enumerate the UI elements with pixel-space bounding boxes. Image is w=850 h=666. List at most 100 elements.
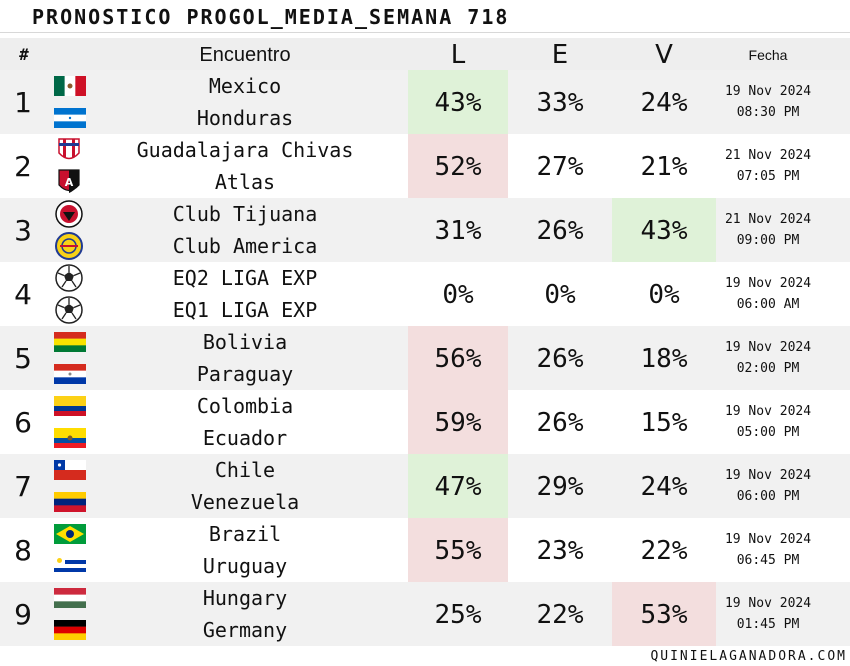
home-team: EQ2 LIGA EXP	[172, 266, 318, 290]
match-teams: Hungary Germany	[90, 582, 400, 646]
bolivia-flag-icon	[54, 332, 86, 353]
match-time: 08:30 PM	[736, 105, 800, 120]
match-date: 19 Nov 2024	[724, 84, 812, 99]
soccer-ball-icon	[54, 263, 84, 293]
match-datetime: 19 Nov 2024 06:45 PM	[716, 518, 820, 582]
match-number: 6	[14, 406, 32, 439]
match-datetime: 21 Nov 2024 07:05 PM	[716, 134, 820, 198]
visitor-percent: 53%	[612, 582, 716, 646]
match-teams: Brazil Uruguay	[90, 518, 400, 582]
team-icons	[52, 582, 88, 646]
paraguay-flag-icon	[54, 364, 86, 385]
visitor-percent: 18%	[640, 344, 688, 374]
match-time: 07:05 PM	[736, 169, 800, 184]
match-teams: Mexico Honduras	[90, 70, 400, 134]
local-percent: 59%	[408, 390, 508, 454]
venezuela-flag-icon	[54, 492, 86, 513]
match-time: 01:45 PM	[736, 617, 800, 632]
match-date: 19 Nov 2024	[724, 340, 812, 355]
match-datetime: 19 Nov 2024 02:00 PM	[716, 326, 820, 390]
table-row: 9 Hungary Germany 25% 22% 53% 19 Nov 202…	[0, 582, 850, 646]
table-row: 3 Club Tijuana Club America 31% 26% 43% …	[0, 198, 850, 262]
header-date: Fecha	[748, 47, 788, 63]
hungary-flag-icon	[54, 588, 86, 609]
match-time: 06:00 AM	[736, 297, 800, 312]
match-time: 09:00 PM	[736, 233, 800, 248]
tijuana-crest-icon	[54, 199, 84, 229]
chile-flag-icon	[54, 460, 86, 480]
draw-percent: 33%	[536, 88, 584, 118]
soccer-ball-icon	[54, 295, 84, 325]
brazil-flag-icon	[54, 524, 86, 544]
team-icons	[52, 454, 88, 518]
table-header: # Encuentro L E V Fecha	[0, 38, 850, 70]
svg-text:A: A	[65, 176, 74, 189]
match-number: 2	[14, 150, 32, 183]
away-team: Ecuador	[202, 426, 288, 450]
visitor-percent: 43%	[612, 198, 716, 262]
honduras-flag-icon	[54, 108, 86, 129]
draw-percent: 29%	[536, 472, 584, 502]
team-icons: A	[52, 134, 88, 198]
match-datetime: 19 Nov 2024 06:00 PM	[716, 454, 820, 518]
away-team: Uruguay	[202, 554, 288, 578]
table-body: 1 Mexico Honduras 43% 33% 24% 19 Nov 202…	[0, 70, 850, 646]
match-date: 19 Nov 2024	[724, 276, 812, 291]
table-row: 8 Brazil Uruguay 55% 23% 22% 19 Nov 2024…	[0, 518, 850, 582]
match-teams: Colombia Ecuador	[90, 390, 400, 454]
uruguay-flag-icon	[54, 556, 86, 577]
local-percent: 25%	[434, 600, 482, 630]
match-datetime: 19 Nov 2024 01:45 PM	[716, 582, 820, 646]
match-datetime: 19 Nov 2024 05:00 PM	[716, 390, 820, 454]
match-number: 4	[14, 278, 32, 311]
away-team: Germany	[202, 618, 288, 642]
match-teams: Chile Venezuela	[90, 454, 400, 518]
table-row: 5 Bolivia Paraguay 56% 26% 18% 19 Nov 20…	[0, 326, 850, 390]
match-number: 1	[14, 86, 32, 119]
header-number: #	[19, 45, 29, 64]
draw-percent: 0%	[544, 280, 576, 310]
table-row: 4 EQ2 LIGA EXP EQ1 LIGA EXP 0% 0% 0% 19 …	[0, 262, 850, 326]
home-team: Hungary	[202, 586, 288, 610]
away-team: Atlas	[214, 170, 276, 194]
home-team: Brazil	[208, 522, 282, 546]
home-team: Bolivia	[202, 330, 288, 354]
draw-percent: 27%	[536, 152, 584, 182]
home-team: Mexico	[208, 74, 282, 98]
match-date: 19 Nov 2024	[724, 404, 812, 419]
draw-percent: 26%	[536, 408, 584, 438]
mexico-flag-icon	[54, 76, 87, 96]
match-time: 02:00 PM	[736, 361, 800, 376]
table-row: 1 Mexico Honduras 43% 33% 24% 19 Nov 202…	[0, 70, 850, 134]
title-divider	[0, 32, 850, 33]
local-percent: 43%	[408, 70, 508, 134]
draw-percent: 26%	[536, 216, 584, 246]
site-watermark: QUINIELAGANADORA.COM	[650, 649, 847, 664]
match-datetime: 19 Nov 2024 06:00 AM	[716, 262, 820, 326]
visitor-percent: 15%	[640, 408, 688, 438]
match-date: 19 Nov 2024	[724, 468, 812, 483]
local-percent: 55%	[408, 518, 508, 582]
local-percent: 47%	[408, 454, 508, 518]
local-percent: 56%	[408, 326, 508, 390]
home-team: Chile	[214, 458, 276, 482]
forecast-table: # Encuentro L E V Fecha 1 Mexico Hondura…	[0, 38, 850, 646]
header-match: Encuentro	[199, 44, 291, 66]
ecuador-flag-icon	[54, 428, 86, 448]
header-draw: E	[551, 40, 569, 70]
local-percent: 52%	[408, 134, 508, 198]
team-icons	[52, 326, 88, 390]
draw-percent: 23%	[536, 536, 584, 566]
table-row: 7 Chile Venezuela 47% 29% 24% 19 Nov 202…	[0, 454, 850, 518]
atlas-crest-icon: A	[54, 167, 84, 197]
match-teams: Guadalajara Chivas Atlas	[90, 134, 400, 198]
away-team: Club America	[172, 234, 318, 258]
match-time: 06:00 PM	[736, 489, 800, 504]
match-date: 21 Nov 2024	[724, 148, 812, 163]
team-icons	[52, 70, 88, 134]
away-team: EQ1 LIGA EXP	[172, 298, 318, 322]
match-time: 06:45 PM	[736, 553, 800, 568]
match-number: 9	[14, 598, 32, 631]
team-icons	[52, 198, 88, 262]
match-datetime: 19 Nov 2024 08:30 PM	[716, 70, 820, 134]
